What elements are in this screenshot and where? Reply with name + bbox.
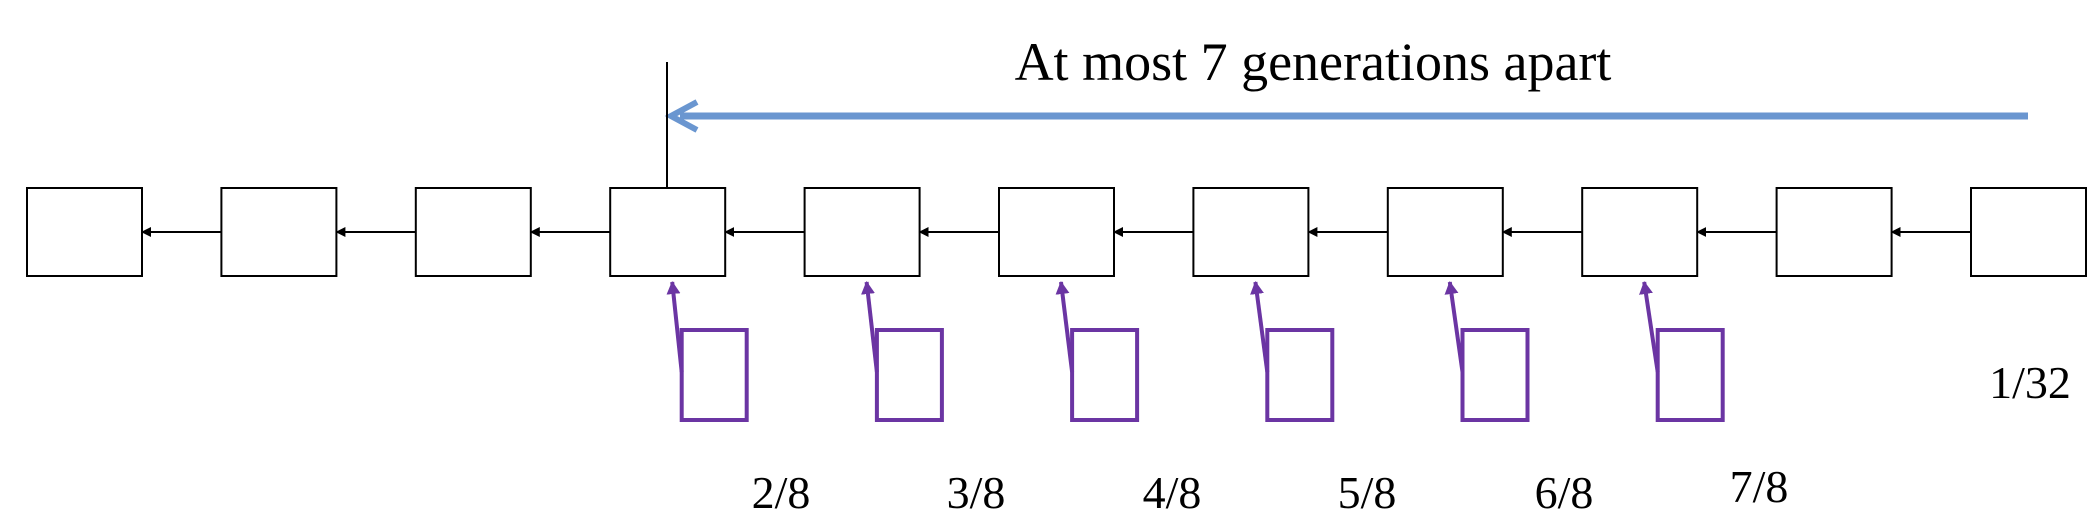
fraction-labels: 2/8 3/8 4/8 5/8 6/8 7/8 [752, 461, 1789, 518]
side-block [1460, 328, 1530, 422]
side-block-arrow [861, 281, 879, 373]
chain-block [1192, 187, 1310, 277]
chain-block [803, 187, 921, 277]
span-arrow-head [664, 99, 699, 133]
chain-block [1581, 187, 1699, 277]
side-block-arrow [1250, 281, 1270, 373]
chain-block [609, 187, 727, 277]
side-block [679, 328, 749, 422]
side-block [1070, 328, 1140, 422]
side-block-arrow [1639, 281, 1660, 373]
side-block [1655, 328, 1725, 422]
side-block-arrow [1444, 281, 1465, 373]
side-block-arrow [1055, 281, 1075, 373]
chain-block [1775, 187, 1893, 277]
fraction-label: 3/8 [947, 467, 1006, 518]
right-fraction-label: 1/32 [1989, 357, 2071, 408]
fraction-label: 2/8 [752, 467, 811, 518]
chain-block [414, 187, 532, 277]
fraction-label: 4/8 [1143, 467, 1202, 518]
chain-block [1386, 187, 1504, 277]
chain-block [26, 187, 143, 277]
side-block-arrow [666, 281, 684, 373]
diagram-title: At most 7 generations apart [1015, 32, 1612, 92]
chain-block [998, 187, 1115, 277]
side-block [1265, 328, 1335, 422]
block-chain [26, 187, 2087, 277]
fraction-label: 7/8 [1730, 461, 1789, 512]
side-blocks [666, 281, 1725, 422]
fraction-label: 6/8 [1535, 467, 1594, 518]
fraction-label: 5/8 [1338, 467, 1397, 518]
span-arrow [664, 99, 2028, 133]
chain-block [1970, 187, 2087, 277]
side-block [874, 328, 944, 422]
chain-block [220, 187, 338, 277]
